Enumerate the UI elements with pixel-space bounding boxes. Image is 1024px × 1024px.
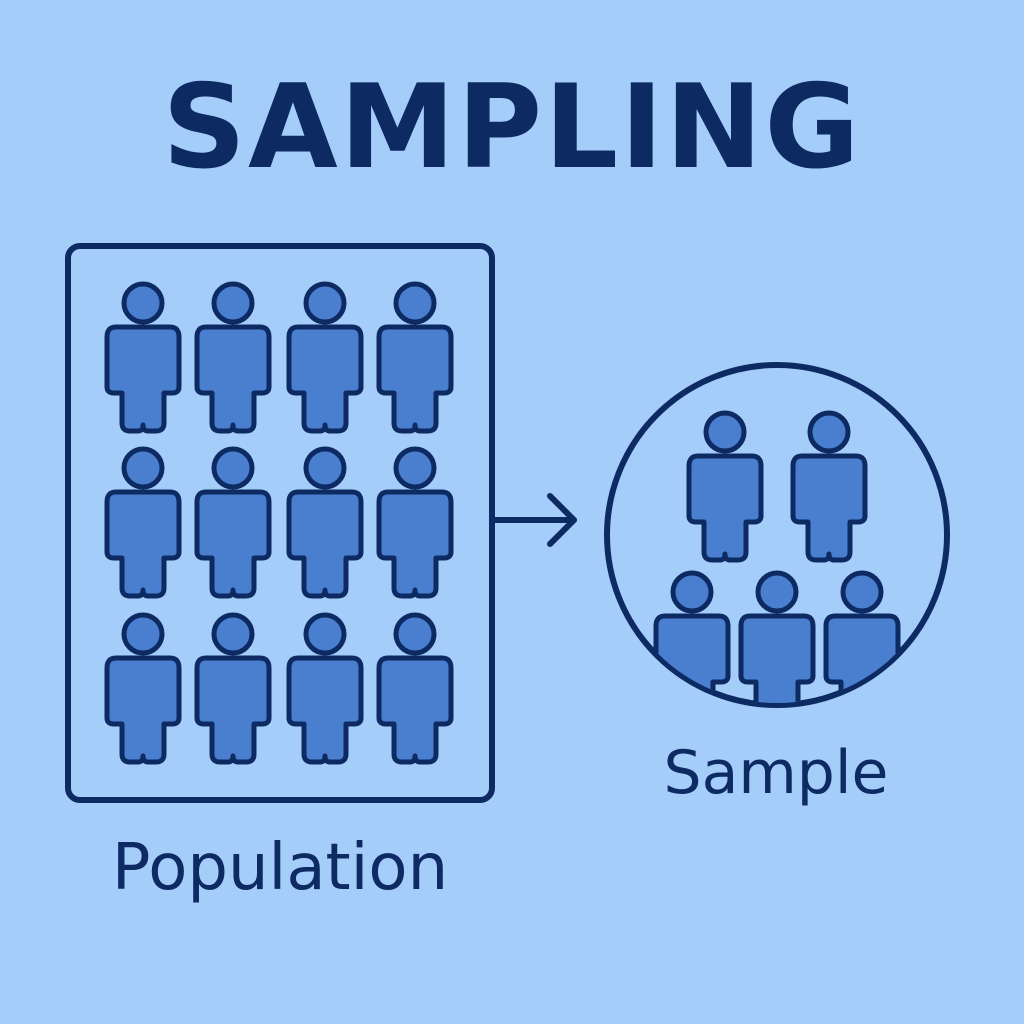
- person-icon: [197, 284, 269, 431]
- sample-people: [656, 413, 898, 720]
- diagram-title: SAMPLING: [162, 60, 862, 195]
- person-icon: [379, 284, 451, 431]
- person-icon: [741, 573, 813, 720]
- person-icon: [289, 449, 361, 596]
- person-icon: [826, 573, 898, 720]
- person-icon: [289, 284, 361, 431]
- sample-circle: [604, 362, 950, 708]
- person-icon: [107, 449, 179, 596]
- person-icon: [107, 615, 179, 762]
- person-icon: [689, 413, 761, 560]
- person-icon: [197, 449, 269, 596]
- person-icon: [379, 449, 451, 596]
- person-icon: [793, 413, 865, 560]
- person-icon: [107, 284, 179, 431]
- person-icon: [197, 615, 269, 762]
- person-icon: [656, 573, 728, 720]
- sample-label: Sample: [663, 738, 889, 808]
- population-label: Population: [111, 831, 449, 905]
- population-people: [107, 284, 451, 762]
- person-icon: [379, 615, 451, 762]
- person-icon: [289, 615, 361, 762]
- arrow-right-icon: [489, 493, 577, 547]
